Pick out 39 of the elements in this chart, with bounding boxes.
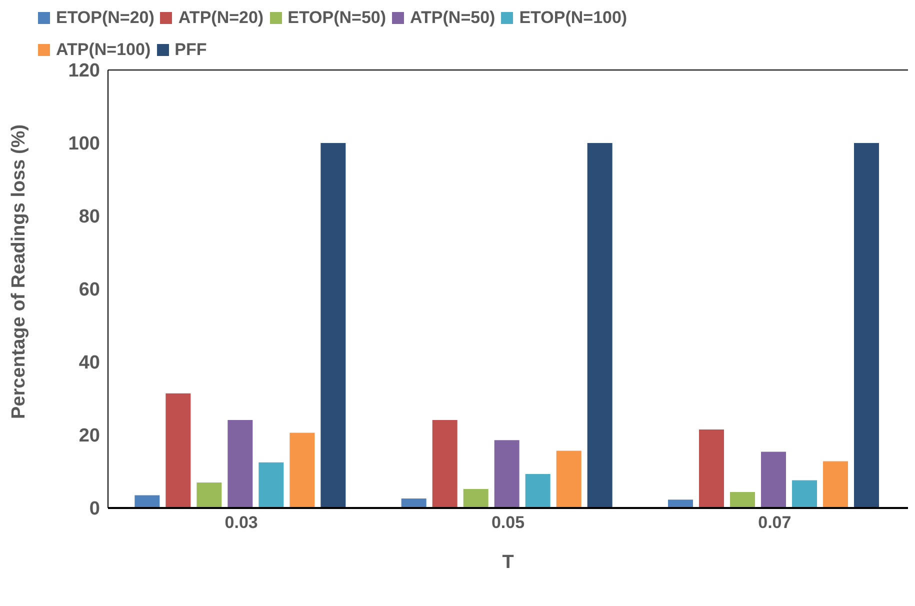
y-tick-label: 60 [78, 280, 100, 301]
bar [228, 420, 253, 508]
y-tick-label: 0 [89, 498, 100, 520]
bar [166, 393, 191, 508]
x-tick-label: 0.03 [224, 513, 258, 532]
y-tick-label: 40 [78, 352, 100, 374]
y-axis-title: Percentage of Readings loss (%) [8, 124, 30, 419]
legend-label: ETOP(N=100) [518, 8, 628, 28]
bar [525, 474, 550, 508]
bar [494, 440, 520, 508]
bar [587, 143, 612, 508]
bar [432, 420, 458, 508]
bar [761, 452, 786, 508]
y-tick-label: 120 [68, 60, 100, 82]
legend-label: PFF [174, 40, 207, 60]
y-tick-label: 20 [78, 426, 100, 447]
bar [290, 432, 315, 508]
x-tick-label: 0.07 [758, 513, 792, 532]
bar [134, 495, 160, 508]
bar [792, 480, 817, 508]
legend-label: ETOP(N=20) [55, 8, 154, 28]
bar [556, 450, 582, 508]
y-tick-label: 100 [68, 134, 100, 155]
legend-label: ATP(N=100) [55, 40, 151, 60]
legend-label: ATP(N=50) [409, 8, 496, 28]
x-axis-title: T [502, 552, 514, 573]
bar [730, 492, 755, 508]
bar [823, 461, 848, 508]
bar [320, 143, 346, 508]
bar [258, 462, 284, 508]
x-tick-label: 0.05 [491, 513, 525, 532]
y-tick-label: 80 [78, 206, 100, 228]
bar [196, 482, 222, 508]
bar [854, 143, 879, 508]
bar [401, 498, 426, 508]
bar [463, 489, 488, 508]
bar [699, 430, 724, 508]
legend-label: ATP(N=20) [177, 8, 264, 28]
legend-label: ETOP(N=50) [286, 8, 386, 28]
